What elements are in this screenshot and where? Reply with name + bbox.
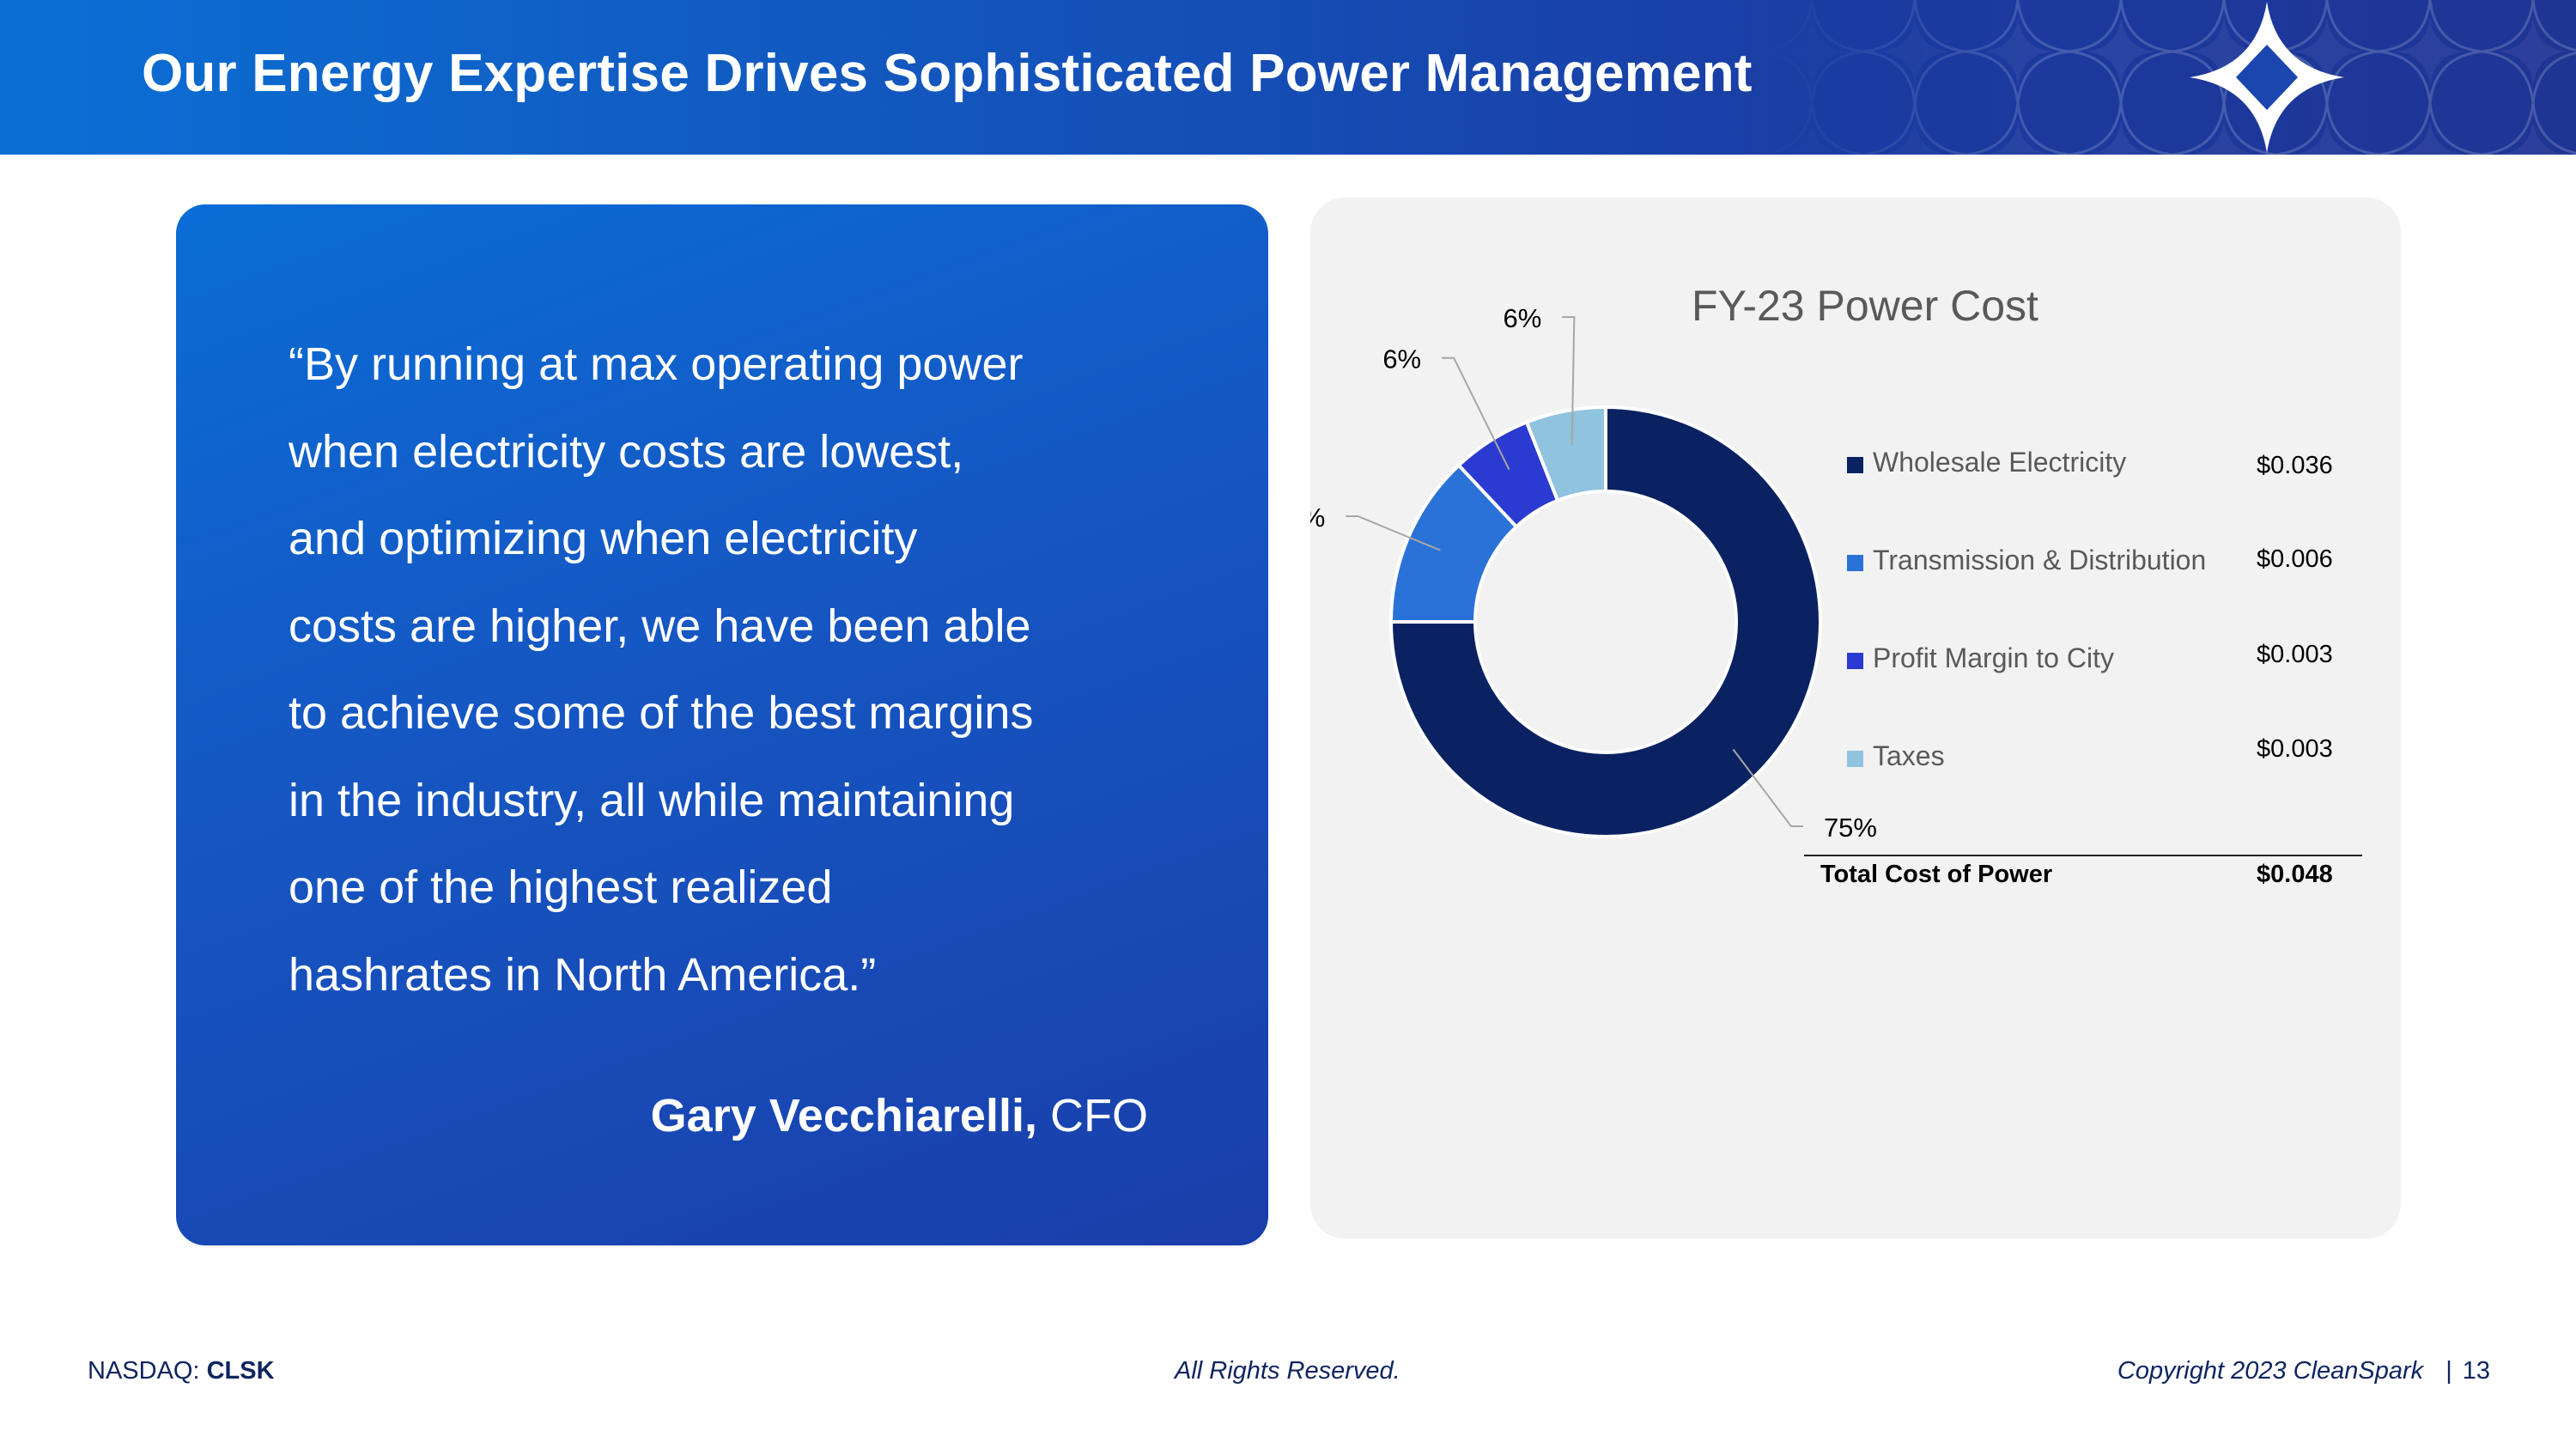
quote-line: and optimizing when electricity [289, 513, 918, 564]
leader-line [1562, 316, 1576, 445]
footer-nasdaq-label: NASDAQ: [88, 1357, 200, 1385]
total-divider [1804, 855, 2362, 856]
total-label: Total Cost of Power [1820, 861, 2053, 888]
footer-copyright: Copyright 2023 CleanSpark | 13 [2117, 1357, 2490, 1385]
data-label: 6% [1382, 344, 1421, 374]
total-value: $0.048 [2257, 861, 2333, 888]
data-label: 6% [1504, 303, 1542, 333]
leader-line [1732, 748, 1803, 827]
quote-line: in the industry, all while maintaining [289, 774, 1015, 826]
cost-value: $0.003 [2257, 641, 2333, 668]
footer-ticker-symbol: CLSK [206, 1357, 275, 1385]
footer-rights: All Rights Reserved. [1175, 1357, 1400, 1385]
author-name: Gary Vecchiarelli, [650, 1090, 1037, 1142]
quote-line: costs are higher, we have been able [289, 600, 1031, 652]
data-label: 75% [1824, 813, 1877, 843]
legend-label: Profit Margin to City [1873, 642, 2114, 673]
quote-card: “By running at max operating power when … [176, 204, 1268, 1245]
header-banner: Our Energy Expertise Drives Sophisticate… [0, 0, 2576, 155]
quote-line: to achieve some of the best margins [289, 687, 1034, 739]
slice-wholesale-electricity [1388, 405, 1822, 838]
legend-label: Transmission & Distribution [1873, 545, 2207, 575]
footer-ticker: NASDAQ: CLSK [88, 1357, 275, 1385]
leader-line [1442, 356, 1510, 471]
legend-label: Taxes [1873, 740, 1945, 771]
quote-line: hashrates in North America.” [289, 948, 877, 1001]
legend-label: Wholesale Electricity [1873, 447, 2127, 478]
footer-separator: | [2445, 1357, 2452, 1385]
quote-line: “By running at max operating power [289, 338, 1024, 390]
author-title: CFO [1050, 1090, 1148, 1142]
footer-copyright-text: Copyright 2023 CleanSpark [2117, 1357, 2424, 1385]
leader-line [1346, 514, 1441, 551]
quote-text: “By running at max operating power when … [289, 321, 1199, 1019]
cleanspark-logo-icon [2190, 2, 2344, 153]
slice-taxes [1524, 405, 1607, 503]
page-number: 13 [2462, 1357, 2490, 1385]
quote-line: when electricity costs are lowest, [289, 425, 964, 478]
chart-title: FY-23 Power Cost [1692, 282, 2038, 330]
cost-value: $0.003 [2257, 735, 2333, 763]
chart-card: FY-23 Power Cost 75% 13% 6% 6% Wholesale El… [1310, 198, 2401, 1239]
donut-chart: FY-23 Power Cost 75% 13% 6% 6% [1310, 282, 2038, 843]
legend-swatch [1847, 653, 1863, 669]
quote-line: one of the highest realized [289, 861, 833, 913]
data-label: 13% [1310, 502, 1325, 533]
page-title: Our Energy Expertise Drives Sophisticate… [142, 44, 1753, 103]
legend-swatch [1847, 457, 1863, 473]
cost-legend: Wholesale Electricity $0.036 Transmissio… [1310, 198, 2401, 1239]
header-pattern [1760, 0, 2576, 155]
quote-author: Gary Vecchiarelli, CFO [651, 1089, 1148, 1142]
legend-swatch [1847, 751, 1863, 767]
legend-swatch [1847, 555, 1863, 571]
cost-value: $0.006 [2257, 545, 2333, 573]
cost-value: $0.036 [2257, 452, 2333, 479]
